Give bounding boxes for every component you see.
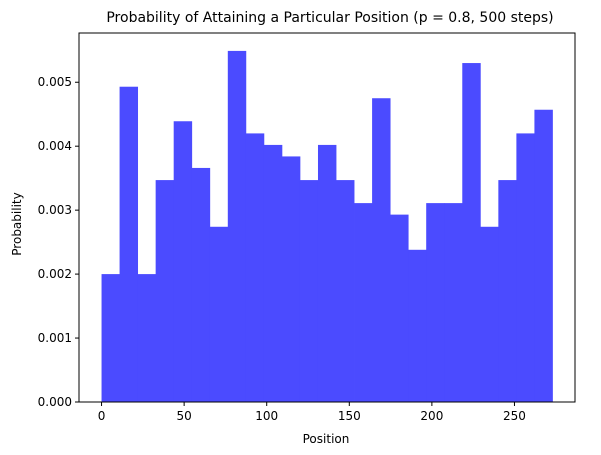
histogram-bar <box>245 133 265 402</box>
x-tick-label: 100 <box>255 409 278 423</box>
histogram-bar <box>119 86 139 402</box>
y-tick-label: 0.003 <box>38 203 72 217</box>
histogram-bar <box>137 274 157 402</box>
x-tick-label: 50 <box>176 409 191 423</box>
chart-title: Probability of Attaining a Particular Po… <box>106 10 553 26</box>
y-ticks: 0.000 0.001 0.002 0.003 0.004 0.005 <box>38 75 79 409</box>
histogram-bar <box>281 156 301 402</box>
histogram-bar <box>155 180 175 402</box>
histogram-bar <box>390 214 409 402</box>
histogram-bar <box>354 203 373 402</box>
histogram-bar <box>498 180 517 402</box>
x-tick-label: 250 <box>503 409 526 423</box>
x-ticks: 0 50 100 150 200 250 <box>98 402 526 423</box>
plot-frame <box>78 32 576 403</box>
histogram-bar <box>426 203 445 402</box>
x-axis-title: Position <box>303 432 350 446</box>
y-tick-label: 0.000 <box>38 395 72 409</box>
x-tick-label: 150 <box>338 409 361 423</box>
bars-group <box>101 50 553 403</box>
y-tick-label: 0.005 <box>38 75 72 89</box>
histogram-bar <box>101 274 120 402</box>
y-tick-label: 0.002 <box>38 267 72 281</box>
histogram-bar <box>480 226 499 402</box>
histogram-bar <box>372 98 391 402</box>
histogram-bar <box>516 133 535 402</box>
y-tick-label: 0.004 <box>38 139 72 153</box>
histogram-bar <box>408 249 427 402</box>
histogram-bar <box>209 226 229 402</box>
histogram-bar <box>227 50 247 403</box>
histogram-bar <box>191 167 211 402</box>
histogram-bar <box>317 144 337 402</box>
histogram-bar <box>173 121 193 402</box>
x-tick-label: 200 <box>420 409 443 423</box>
histogram-bar <box>299 180 319 402</box>
histogram-bar <box>534 109 553 403</box>
histogram-bar <box>336 180 355 402</box>
y-tick-label: 0.001 <box>38 331 72 345</box>
histogram-bar <box>462 63 481 403</box>
y-axis-title: Probability <box>10 192 24 255</box>
histogram-bar <box>263 144 283 402</box>
x-tick-label: 0 <box>98 409 106 423</box>
histogram-bar <box>444 203 463 402</box>
